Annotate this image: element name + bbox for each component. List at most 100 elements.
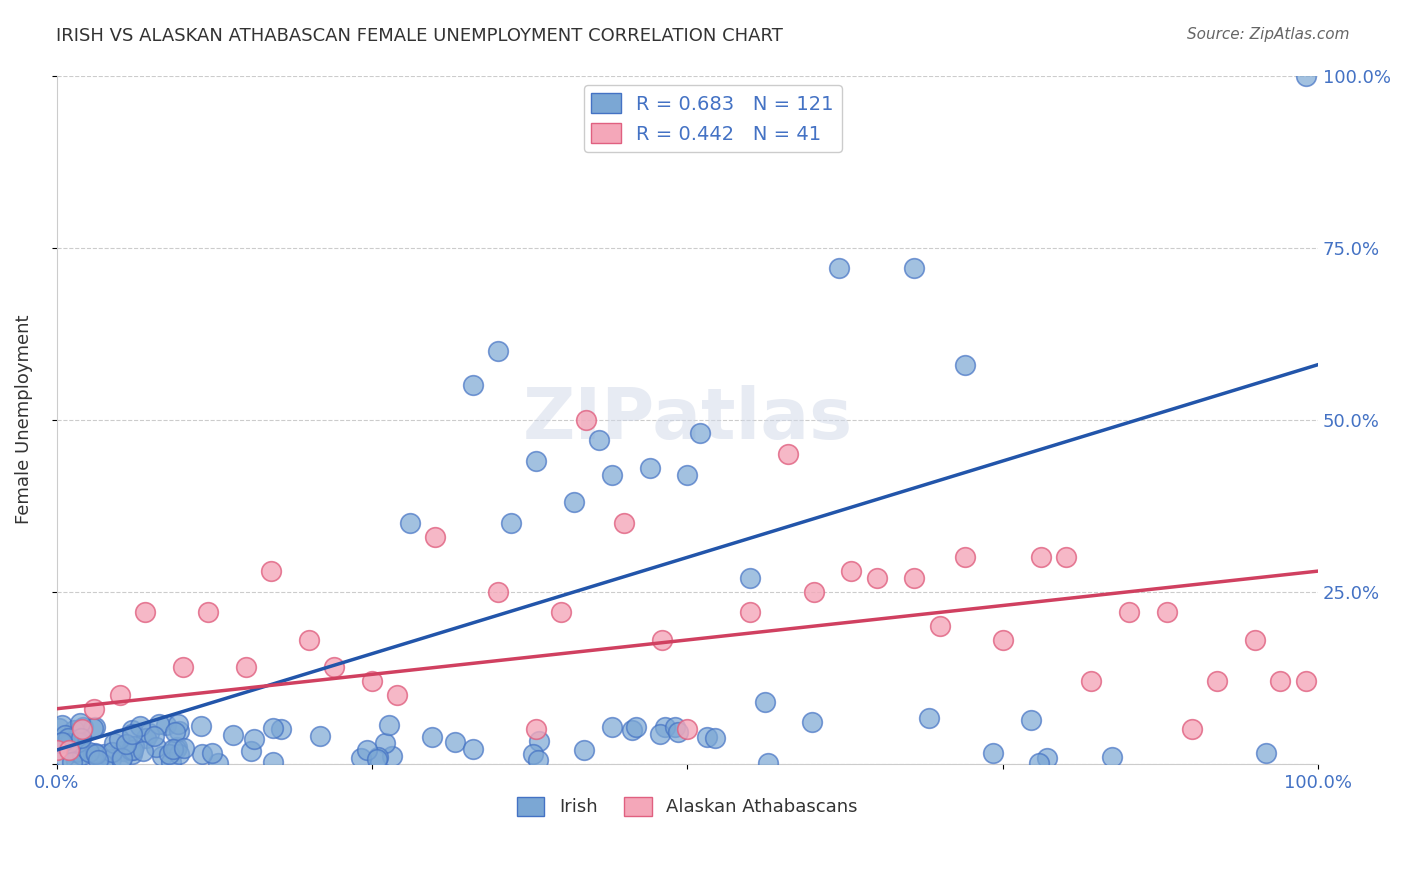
Point: [841, 564, 863, 578]
Point: [148, 717, 170, 731]
Point: [689, 426, 711, 441]
Point: [53, 728, 76, 742]
Point: [135, 731, 157, 745]
Point: [524, 723, 547, 737]
Point: [981, 746, 1004, 760]
Point: [132, 744, 155, 758]
Point: [648, 727, 671, 741]
Point: [69, 734, 91, 748]
Point: [86, 753, 108, 767]
Point: [676, 467, 699, 482]
Point: [499, 516, 522, 530]
Point: [160, 755, 183, 769]
Point: [82, 747, 104, 762]
Point: [70, 723, 93, 737]
Point: [624, 720, 647, 734]
Point: [740, 571, 762, 585]
Point: [155, 718, 177, 732]
Point: [48, 721, 70, 735]
Point: [828, 261, 851, 276]
Point: [526, 753, 548, 767]
Point: [367, 749, 389, 764]
Point: [664, 720, 686, 734]
Point: [1206, 674, 1229, 689]
Point: [150, 749, 173, 764]
Point: [262, 721, 284, 735]
Point: [70, 731, 93, 745]
Point: [1101, 749, 1123, 764]
Point: [620, 723, 643, 737]
Point: [167, 723, 190, 738]
Point: [486, 584, 509, 599]
Point: [83, 702, 105, 716]
Point: [173, 740, 195, 755]
Point: [190, 747, 212, 762]
Point: [84, 720, 107, 734]
Point: [262, 755, 284, 769]
Point: [740, 606, 762, 620]
Point: [903, 571, 925, 585]
Point: [122, 743, 145, 757]
Point: [638, 460, 661, 475]
Point: [167, 747, 190, 761]
Point: [953, 550, 976, 565]
Point: [387, 688, 409, 702]
Text: IRISH VS ALASKAN ATHABASCAN FEMALE UNEMPLOYMENT CORRELATION CHART: IRISH VS ALASKAN ATHABASCAN FEMALE UNEMP…: [56, 27, 783, 45]
Point: [572, 743, 595, 757]
Point: [1080, 674, 1102, 689]
Point: [350, 751, 373, 765]
Point: [575, 412, 598, 426]
Point: [696, 730, 718, 744]
Point: [1295, 69, 1317, 83]
Point: [58, 736, 80, 750]
Point: [84, 747, 107, 761]
Point: [201, 746, 224, 760]
Point: [903, 261, 925, 276]
Point: [159, 747, 181, 761]
Point: [82, 721, 104, 735]
Point: [172, 660, 194, 674]
Point: [134, 606, 156, 620]
Point: [51, 734, 73, 748]
Point: [666, 724, 689, 739]
Point: [190, 718, 212, 732]
Point: [51, 718, 73, 732]
Point: [111, 751, 134, 765]
Point: [1270, 674, 1292, 689]
Point: [1254, 746, 1277, 760]
Point: [444, 735, 467, 749]
Point: [651, 632, 673, 647]
Point: [1029, 550, 1052, 565]
Point: [613, 516, 636, 530]
Point: [260, 564, 283, 578]
Point: [108, 688, 131, 702]
Point: [522, 747, 544, 761]
Point: [461, 742, 484, 756]
Point: [1118, 606, 1140, 620]
Point: [550, 606, 572, 620]
Point: [69, 723, 91, 738]
Point: [121, 747, 143, 762]
Point: [121, 723, 143, 738]
Point: [1244, 632, 1267, 647]
Point: [138, 725, 160, 739]
Point: [803, 584, 825, 599]
Point: [121, 727, 143, 741]
Point: [235, 660, 257, 674]
Point: [756, 756, 779, 771]
Point: [1054, 550, 1077, 565]
Point: [1295, 674, 1317, 689]
Point: [377, 718, 399, 732]
Point: [197, 606, 219, 620]
Point: [67, 735, 90, 749]
Text: Source: ZipAtlas.com: Source: ZipAtlas.com: [1187, 27, 1350, 42]
Point: [70, 747, 93, 762]
Point: [60, 756, 83, 770]
Point: [298, 632, 321, 647]
Point: [103, 736, 125, 750]
Point: [1156, 606, 1178, 620]
Point: [1019, 713, 1042, 727]
Point: [167, 716, 190, 731]
Point: [754, 695, 776, 709]
Point: [308, 729, 330, 743]
